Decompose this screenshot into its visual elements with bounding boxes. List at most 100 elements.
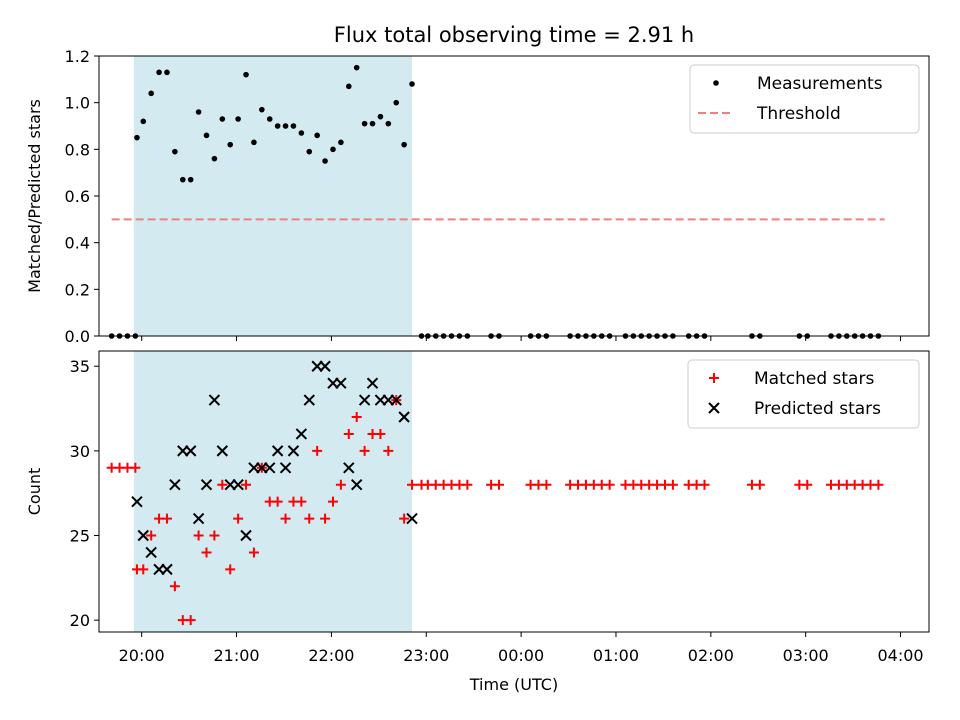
predicted-star-point [232, 479, 244, 491]
top-panel: 0.0 0.2 0.4 0.6 0.8 1.0 1.2 Matched/Predicted s… [25, 47, 930, 346]
x-tick-label: 23:00 [403, 646, 449, 665]
measurement-point [314, 132, 320, 139]
measurement-point [330, 146, 336, 153]
predicted-star-point [192, 512, 205, 525]
y-tick-label: 30 [70, 442, 90, 461]
top-y-axis-label: Matched/Predicted stars [25, 99, 44, 293]
measurement-point [259, 106, 265, 113]
matched-star-point [201, 547, 212, 558]
top-series-measurements [108, 64, 882, 339]
matched-star-point [296, 496, 307, 507]
predicted-star-point [303, 394, 315, 406]
matched-star-point [493, 479, 504, 490]
measurement-point [140, 118, 147, 125]
measurement-point [203, 132, 210, 139]
x-tick-label: 20:00 [119, 646, 165, 665]
legend-label: Predicted stars [754, 399, 881, 419]
measurement-point [322, 158, 328, 164]
measurement-point [227, 141, 234, 148]
measurement-point [338, 139, 344, 146]
predicted-star-point [398, 411, 410, 423]
matched-star-point [383, 445, 394, 456]
measurement-point [353, 64, 360, 71]
predicted-star-point [406, 512, 418, 525]
predicted-star-point [390, 394, 402, 406]
predicted-star-point [343, 462, 355, 474]
matched-star-point [699, 479, 710, 490]
legend-label: Measurements [757, 74, 883, 94]
matched-star-point [241, 479, 252, 490]
y-tick-label: 0.8 [65, 140, 90, 159]
measurement-point [298, 130, 305, 136]
bottom-panel: 20 25 30 35 20:00 21:00 22:00 23:00 00:00 01:00 02… [25, 350, 930, 694]
measurement-point [409, 81, 415, 87]
matched-star-point [304, 513, 315, 524]
measurement-point [251, 139, 257, 146]
predicted-star-point [295, 428, 308, 440]
matched-star-point [407, 479, 418, 490]
measurement-point [187, 176, 194, 183]
top-legend: Measurements Threshold [689, 64, 920, 134]
x-tick-label: 04:00 [877, 646, 923, 665]
predicted-star-point [279, 462, 292, 474]
matched-star-point [343, 428, 354, 439]
predicted-star-point [208, 394, 221, 406]
measurement-point [369, 120, 376, 127]
measurement-point [134, 134, 140, 141]
matched-star-point [351, 412, 362, 423]
measurement-point [377, 113, 384, 120]
measurement-point [266, 116, 273, 122]
x-tick-label: 00:00 [498, 646, 544, 665]
matched-star-point [193, 530, 204, 541]
matched-star-point [146, 530, 157, 541]
matched-star-point [541, 479, 552, 490]
matched-star-point [335, 479, 346, 490]
matched-star-point [327, 496, 338, 507]
legend-dot-icon [713, 80, 719, 86]
legend-box [687, 359, 920, 429]
predicted-star-point [319, 360, 331, 372]
measurement-point [172, 148, 178, 155]
y-tick-label: 20 [70, 611, 90, 630]
matched-star-point [225, 564, 236, 575]
predicted-star-point [335, 377, 347, 389]
y-tick-label: 0.4 [65, 234, 90, 253]
measurement-point [361, 120, 368, 127]
measurement-point [195, 109, 202, 115]
y-tick-label: 1.2 [65, 47, 90, 66]
predicted-star-point [137, 529, 149, 542]
measurement-point [274, 123, 281, 129]
predicted-star-point [350, 479, 363, 491]
x-tick-label: 22:00 [308, 646, 354, 665]
matched-star-point [217, 479, 228, 490]
matched-star-point [233, 513, 244, 524]
bottom-legend: Matched stars Predicted stars [687, 359, 920, 429]
legend-x-icon [708, 402, 720, 414]
measurement-point [211, 155, 218, 162]
legend-plus-icon [709, 373, 719, 383]
y-tick-label: 0.0 [65, 327, 90, 346]
matched-star-point [280, 513, 291, 524]
measurement-point [345, 83, 352, 90]
matched-star-point [209, 530, 220, 541]
predicted-star-point [366, 377, 379, 389]
predicted-star-point [161, 563, 173, 576]
matched-star-point [604, 479, 615, 490]
predicted-star-point [145, 546, 157, 559]
legend-box [689, 64, 920, 134]
measurement-point [290, 123, 297, 129]
matched-star-point [130, 462, 141, 473]
matched-star-point [248, 547, 259, 558]
matched-star-point [320, 513, 331, 524]
figure-title: Flux total observing time = 2.91 h [334, 23, 694, 47]
predicted-star-point [240, 529, 252, 542]
x-tick-label: 01:00 [593, 646, 639, 665]
y-tick-label: 35 [70, 357, 90, 376]
bottom-y-axis-label: Count [25, 468, 44, 516]
matched-star-point [185, 615, 196, 626]
matched-star-point [272, 496, 283, 507]
measurement-point [179, 176, 186, 183]
matched-star-point [161, 513, 172, 524]
matched-star-point [359, 445, 370, 456]
y-tick-label: 0.2 [65, 280, 90, 299]
